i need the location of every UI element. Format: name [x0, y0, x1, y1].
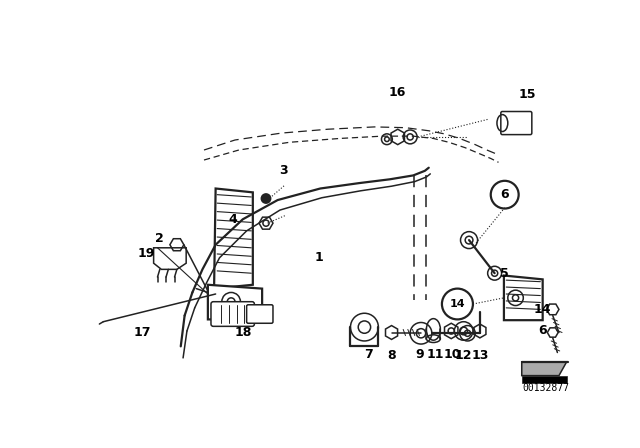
- Text: 6: 6: [538, 324, 547, 337]
- Text: 10: 10: [444, 348, 461, 361]
- Text: 4: 4: [228, 213, 237, 226]
- Text: 1: 1: [314, 251, 323, 264]
- Text: 5: 5: [500, 267, 509, 280]
- Text: 9: 9: [415, 348, 424, 361]
- Text: 17: 17: [133, 326, 151, 339]
- FancyBboxPatch shape: [211, 302, 254, 326]
- Text: 15: 15: [518, 88, 536, 101]
- Polygon shape: [522, 362, 566, 375]
- Text: 00132877: 00132877: [522, 383, 570, 392]
- Text: 13: 13: [472, 349, 490, 362]
- Circle shape: [261, 194, 271, 203]
- Polygon shape: [504, 276, 543, 320]
- Text: 14: 14: [450, 299, 465, 309]
- Text: 6: 6: [500, 188, 509, 201]
- Polygon shape: [214, 189, 253, 289]
- Text: 18: 18: [234, 326, 252, 339]
- FancyBboxPatch shape: [246, 305, 273, 323]
- Text: 19: 19: [138, 247, 156, 260]
- Text: 16: 16: [389, 86, 406, 99]
- Text: 11: 11: [427, 348, 444, 361]
- Text: 7: 7: [364, 348, 372, 361]
- Polygon shape: [208, 285, 262, 319]
- Text: 14: 14: [534, 303, 552, 316]
- Text: 3: 3: [279, 164, 287, 177]
- Text: 12: 12: [454, 349, 472, 362]
- Text: 8: 8: [387, 349, 396, 362]
- Polygon shape: [522, 375, 566, 383]
- Text: 2: 2: [155, 232, 163, 245]
